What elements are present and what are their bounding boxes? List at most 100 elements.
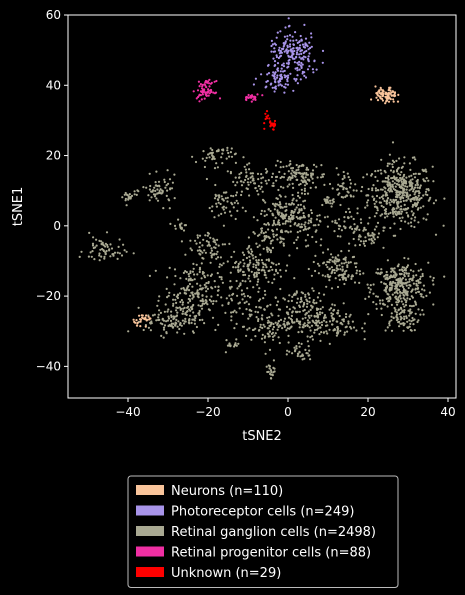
scatter-point [307, 219, 311, 222]
scatter-point [412, 274, 415, 277]
scatter-point [153, 195, 157, 198]
scatter-point [304, 316, 307, 319]
scatter-point [243, 295, 246, 298]
scatter-point [292, 57, 295, 60]
scatter-point [317, 327, 320, 330]
scatter-point [269, 249, 273, 252]
scatter-point [260, 231, 263, 234]
scatter-point [407, 222, 410, 225]
scatter-point [295, 53, 298, 56]
scatter-point [239, 261, 242, 264]
scatter-point [368, 238, 371, 241]
legend-entry: Neurons (n=110) [171, 484, 283, 499]
scatter-point [216, 250, 219, 253]
scatter-point [399, 280, 402, 283]
scatter-point [380, 281, 383, 284]
scatter-point [271, 331, 275, 334]
scatter-point [347, 261, 350, 264]
scatter-point [178, 306, 181, 309]
y-axis-label: tSNE1 [11, 187, 26, 227]
scatter-point [427, 179, 430, 182]
scatter-point [196, 249, 199, 252]
scatter-point [293, 49, 296, 53]
scatter-point [248, 194, 251, 197]
scatter-point [376, 268, 379, 271]
scatter-point [328, 261, 331, 264]
scatter-point [398, 325, 401, 328]
scatter-point [264, 263, 267, 266]
scatter-point [398, 193, 401, 196]
scatter-point [342, 225, 346, 228]
scatter-point [168, 178, 172, 181]
scatter-point [300, 342, 303, 345]
scatter-point [400, 322, 403, 325]
scatter-point [351, 227, 354, 231]
scatter-point [227, 302, 230, 305]
scatter-point [392, 187, 395, 190]
scatter-point [290, 167, 293, 170]
scatter-point [396, 167, 400, 170]
scatter-point [336, 285, 340, 289]
scatter-point [284, 222, 287, 225]
scatter-point [181, 301, 185, 304]
scatter-point [245, 334, 248, 337]
scatter-point [275, 263, 278, 266]
scatter-point [300, 52, 303, 56]
scatter-point [274, 64, 277, 67]
scatter-point [395, 301, 398, 304]
scatter-point [385, 212, 388, 215]
scatter-point [87, 255, 90, 258]
y-tick-label: −40 [36, 359, 61, 373]
scatter-point [265, 110, 269, 113]
scatter-point [296, 297, 299, 300]
scatter-point [148, 199, 151, 202]
scatter-point [379, 188, 383, 191]
scatter-point [245, 187, 248, 190]
scatter-point [91, 250, 94, 253]
scatter-point [404, 220, 407, 223]
scatter-point [388, 324, 391, 327]
scatter-point [139, 325, 142, 328]
scatter-point [266, 250, 269, 253]
scatter-point [376, 221, 380, 224]
scatter-point [99, 248, 102, 251]
scatter-point [250, 313, 253, 316]
scatter-point [151, 314, 155, 317]
scatter-point [307, 314, 310, 317]
scatter-point [182, 229, 186, 232]
scatter-point [267, 319, 270, 322]
scatter-point [302, 164, 305, 167]
scatter-point [226, 149, 229, 152]
scatter-point [149, 321, 152, 324]
scatter-point [313, 322, 317, 325]
scatter-point [179, 322, 182, 325]
scatter-point [214, 193, 217, 196]
scatter-point [349, 186, 352, 189]
scatter-point [230, 147, 233, 150]
scatter-point [273, 47, 276, 50]
scatter-point [422, 178, 425, 181]
scatter-point [223, 211, 227, 214]
scatter-point [318, 264, 321, 267]
scatter-point [391, 165, 394, 169]
scatter-point [111, 253, 114, 256]
scatter-point [173, 315, 176, 318]
scatter-point [149, 329, 152, 332]
scatter-point [222, 149, 225, 152]
scatter-point [286, 264, 289, 267]
scatter-point [179, 300, 182, 304]
scatter-point [375, 295, 378, 298]
legend: Neurons (n=110)Photoreceptor cells (n=24… [127, 475, 399, 588]
scatter-point [262, 232, 265, 235]
scatter-point [226, 196, 229, 199]
scatter-point [242, 292, 245, 295]
scatter-point [414, 300, 417, 303]
scatter-point [422, 217, 425, 220]
scatter-point [394, 177, 397, 181]
scatter-point [347, 322, 350, 325]
scatter-point [216, 272, 219, 275]
scatter-point [386, 176, 389, 180]
scatter-point [306, 335, 309, 338]
scatter-point [275, 179, 278, 182]
scatter-point [284, 86, 287, 89]
